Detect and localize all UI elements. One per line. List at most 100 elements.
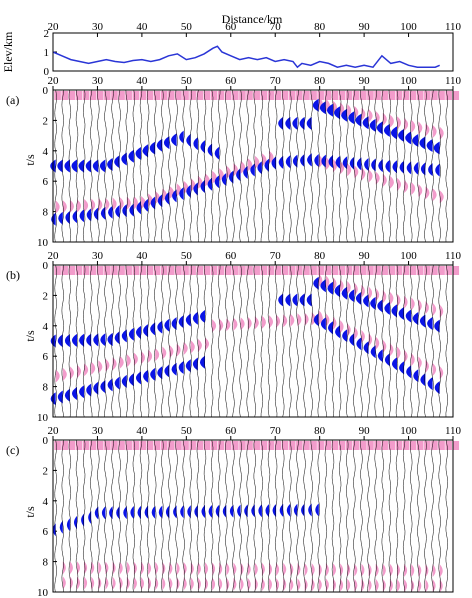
- negative-wavelet: [94, 506, 99, 520]
- seismic-trace: [289, 89, 292, 243]
- positive-wavelet: [382, 290, 387, 304]
- panel-b-y-tick-label: 2: [43, 290, 49, 302]
- first-arrival-wavelet: [452, 91, 460, 100]
- seismic-trace: [253, 89, 256, 243]
- first-arrival-wavelet: [54, 91, 61, 100]
- seismic-trace: [417, 89, 420, 243]
- negative-wavelet: [356, 337, 362, 351]
- panel-b-x-tick-label: 40: [136, 250, 148, 262]
- positive-wavelet: [361, 578, 365, 592]
- first-arrival-wavelet: [168, 441, 175, 450]
- negative-wavelet: [285, 116, 291, 130]
- first-arrival-wavelet: [296, 441, 303, 450]
- positive-wavelet: [105, 197, 110, 211]
- elevation-x-tick-label: 100: [400, 21, 417, 33]
- seismic-trace: [424, 264, 427, 418]
- seismic-trace: [111, 89, 114, 243]
- negative-wavelet: [114, 155, 120, 169]
- first-arrival-wavelet: [267, 91, 275, 100]
- negative-wavelet: [178, 315, 184, 329]
- seismic-trace: [402, 439, 406, 593]
- seismic-trace: [168, 264, 171, 418]
- negative-wavelet: [136, 325, 141, 339]
- seismic-trace: [175, 89, 178, 243]
- positive-wavelet: [432, 125, 437, 138]
- first-arrival-wavelet: [239, 441, 246, 450]
- negative-wavelet: [214, 146, 220, 160]
- seismic-trace: [445, 439, 448, 593]
- first-arrival-wavelet: [132, 91, 140, 100]
- seismic-trace: [125, 439, 128, 593]
- negative-wavelet: [215, 504, 220, 518]
- negative-wavelet: [57, 334, 63, 348]
- negative-wavelet: [151, 505, 156, 519]
- negative-wavelet: [406, 161, 412, 175]
- first-arrival-wavelet: [260, 441, 268, 450]
- first-arrival-wavelet: [118, 441, 125, 450]
- negative-wavelet: [156, 138, 163, 152]
- first-arrival-wavelet: [175, 91, 182, 100]
- positive-wavelet: [439, 564, 443, 578]
- seismic-trace: [388, 89, 392, 243]
- seismic-trace: [303, 89, 306, 243]
- seismic-trace: [196, 439, 200, 593]
- panel-c-x-tick-label: 100: [400, 425, 417, 437]
- positive-wavelet: [397, 346, 401, 360]
- first-arrival-wavelet: [139, 441, 147, 450]
- first-arrival-wavelet: [409, 441, 417, 450]
- panel-c-traces: [52, 439, 460, 593]
- positive-wavelet: [354, 326, 358, 340]
- negative-wavelet: [278, 116, 284, 130]
- seismic-trace: [203, 90, 207, 243]
- first-arrival-wavelet: [253, 91, 260, 100]
- positive-wavelet: [233, 562, 237, 576]
- panel-c-x-tick-label: 20: [48, 425, 60, 437]
- positive-wavelet: [148, 561, 152, 575]
- negative-wavelet: [413, 161, 419, 175]
- panel-a-y-tick-label: 8: [43, 207, 49, 219]
- negative-wavelet: [179, 187, 184, 201]
- first-arrival-wavelet: [381, 91, 388, 100]
- positive-wavelet: [77, 364, 81, 378]
- first-arrival-wavelet: [345, 441, 353, 450]
- negative-wavelet: [341, 108, 348, 122]
- negative-wavelet: [392, 160, 397, 174]
- negative-wavelet: [93, 381, 99, 395]
- panel-c-y-tick-label: 8: [43, 557, 49, 569]
- seismic-trace: [310, 264, 313, 418]
- negative-wavelet: [377, 299, 383, 313]
- first-arrival-wavelet: [353, 91, 360, 100]
- seismic-trace: [68, 89, 72, 243]
- first-arrival-wavelet: [381, 266, 388, 275]
- positive-wavelet: [325, 275, 330, 289]
- positive-wavelet: [389, 291, 394, 305]
- first-arrival-wavelet: [274, 441, 282, 450]
- elevation-x-tick-label: 30: [92, 21, 104, 33]
- negative-wavelet: [391, 126, 397, 140]
- seismic-trace: [218, 439, 221, 593]
- negative-wavelet: [150, 367, 156, 381]
- negative-wavelet: [300, 154, 305, 167]
- positive-wavelet: [126, 561, 130, 575]
- negative-wavelet: [157, 320, 163, 334]
- first-arrival-wavelet: [125, 266, 132, 275]
- positive-wavelet: [347, 281, 351, 294]
- positive-wavelet: [340, 320, 344, 334]
- positive-wavelet: [411, 119, 416, 133]
- seismic-trace: [438, 89, 441, 243]
- seismic-trace: [189, 439, 192, 593]
- panel-c-y-tick-label: 4: [43, 496, 49, 508]
- seismic-trace: [438, 264, 441, 418]
- first-arrival-wavelet: [246, 91, 253, 100]
- negative-wavelet: [207, 143, 213, 157]
- seismic-trace: [90, 439, 93, 593]
- negative-wavelet: [143, 324, 149, 338]
- negative-wavelet: [384, 353, 390, 367]
- panel-b-x-tick-label: 100: [400, 250, 417, 262]
- negative-wavelet: [121, 374, 127, 388]
- negative-wavelet: [433, 141, 440, 155]
- seismic-trace: [346, 89, 349, 243]
- positive-wavelet: [254, 562, 258, 576]
- positive-wavelet: [162, 577, 166, 591]
- seismic-trace: [424, 89, 427, 243]
